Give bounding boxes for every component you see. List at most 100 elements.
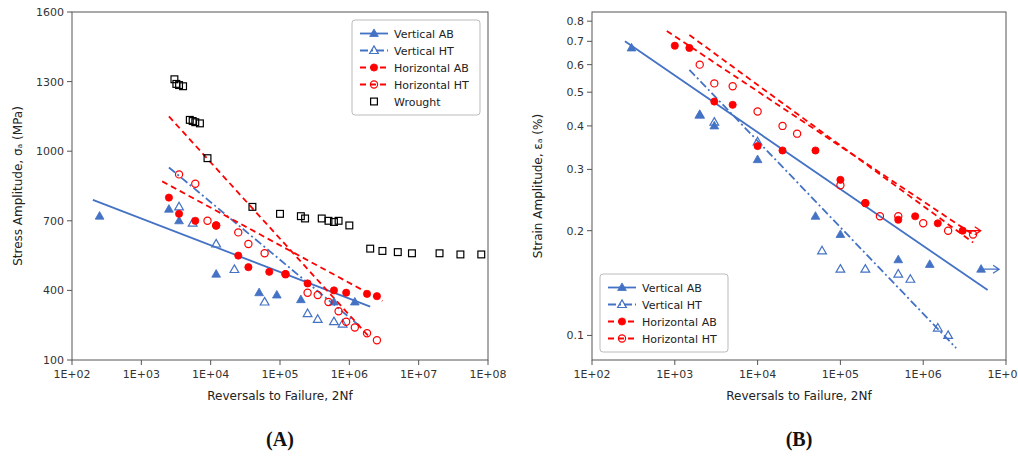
x-tick-label: 1E+04 (192, 368, 229, 381)
data-point (304, 280, 311, 287)
data-point (304, 289, 311, 296)
y-tick (67, 220, 72, 221)
data-point (695, 110, 704, 118)
data-point (180, 83, 187, 90)
y-tick (587, 92, 592, 93)
data-point (934, 220, 941, 227)
y-tick (67, 81, 72, 82)
legend-marker (618, 335, 625, 342)
data-point (235, 252, 242, 259)
y-tick (67, 12, 72, 13)
data-point (272, 290, 281, 298)
x-tick (592, 360, 593, 365)
y-tick-label: 0.5 (567, 86, 585, 99)
data-point (95, 212, 104, 220)
x-tick (840, 360, 841, 365)
data-point (925, 260, 934, 268)
data-point (754, 108, 761, 115)
data-point (373, 337, 380, 344)
data-point (906, 275, 915, 283)
data-point (754, 143, 761, 150)
plot-area (625, 31, 999, 348)
legend-line (608, 304, 636, 306)
y-tick (587, 125, 592, 126)
runout-arrow (963, 227, 981, 235)
data-point (261, 250, 268, 257)
legend: Vertical ABVertical HTHorizontal ABHoriz… (600, 274, 728, 352)
x-tick-label: 1E+02 (53, 368, 90, 381)
data-point (711, 80, 718, 87)
legend-marker (618, 318, 625, 325)
legend-label: Horizontal HT (642, 333, 717, 346)
data-point (409, 250, 416, 257)
data-point (282, 271, 289, 278)
figure: 1E+021E+031E+041E+051E+061E+071E+0810040… (0, 0, 1018, 463)
x-tick (72, 360, 73, 365)
data-point (330, 317, 339, 325)
x-tick-label: 1E+07 (400, 368, 437, 381)
data-point (696, 61, 703, 68)
legend-marker (618, 283, 627, 291)
x-axis-label: Reversals to Failure, 2Nf (207, 389, 353, 403)
data-point (729, 101, 736, 108)
y-tick-label: 1300 (36, 76, 64, 89)
data-point (335, 308, 342, 315)
y-tick-label: 0.2 (567, 225, 585, 238)
data-point (895, 213, 902, 220)
data-point (212, 270, 221, 278)
y-tick (587, 64, 592, 65)
legend-label: Horizontal AB (642, 316, 717, 329)
x-axis-label: Reversals to Failure, 2Nf (726, 389, 872, 403)
data-point (779, 147, 786, 154)
x-tick-label: 1E+03 (123, 368, 160, 381)
panel-title: (B) (786, 428, 813, 451)
data-point (812, 147, 819, 154)
y-tick (587, 41, 592, 42)
legend-marker (370, 64, 377, 71)
x-tick (674, 360, 675, 365)
y-tick-label: 1600 (36, 6, 64, 19)
data-point (695, 110, 704, 118)
data-point (212, 239, 221, 247)
y-tick-label: 400 (43, 284, 64, 297)
y-tick-label: 0.6 (567, 59, 585, 72)
data-point (175, 171, 182, 178)
x-tick (488, 360, 489, 365)
data-point (165, 205, 174, 213)
data-point (944, 331, 953, 339)
data-point (175, 210, 182, 217)
data-point (230, 265, 239, 273)
data-point (977, 265, 986, 273)
data-point (245, 240, 252, 247)
y-tick-label: 0.1 (567, 329, 585, 342)
data-point (876, 213, 883, 220)
legend-label: Horizontal AB (394, 62, 469, 75)
trend-line (162, 181, 382, 300)
data-point (710, 118, 719, 126)
data-point (297, 213, 304, 220)
y-axis-label: Strain Amplitude, εₐ (%) (531, 114, 545, 258)
runout-arrow (981, 265, 999, 273)
legend-box (600, 274, 728, 352)
data-point (192, 217, 199, 224)
y-tick (587, 169, 592, 170)
data-point (837, 182, 844, 189)
x-tick (418, 360, 419, 365)
x-tick-label: 1E+07 (987, 368, 1018, 381)
data-point (204, 155, 211, 162)
data-point (335, 217, 342, 224)
data-point (343, 318, 350, 325)
data-point (818, 246, 827, 254)
trend-line (667, 31, 973, 235)
data-point (436, 250, 443, 257)
x-tick-label: 1E+03 (656, 368, 693, 381)
data-point (297, 295, 306, 303)
panel-title: (A) (266, 428, 294, 451)
legend-marker (371, 98, 378, 105)
data-point (351, 324, 358, 331)
data-point (894, 255, 903, 263)
y-tick (587, 230, 592, 231)
trend-line (625, 41, 988, 290)
data-point (165, 194, 172, 201)
data-point (313, 315, 322, 323)
